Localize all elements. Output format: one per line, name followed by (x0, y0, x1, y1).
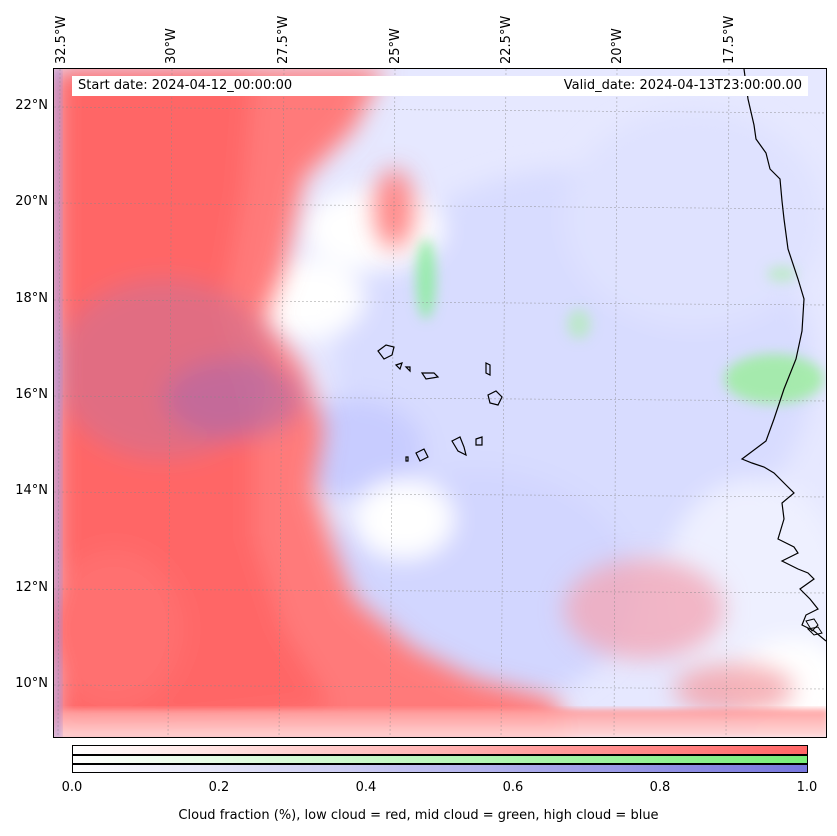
colorbar-tick: 0.8 (649, 780, 671, 795)
lon-label-25w: 25°W (388, 28, 403, 64)
lon-label-32-5w: 32.5°W (54, 15, 69, 64)
coastal-island (806, 626, 823, 636)
islands (377, 344, 503, 462)
colorbar-tick: 0.0 (61, 780, 83, 795)
lon-label-22-5w: 22.5°W (499, 15, 514, 64)
colorbar-mid-cloud (72, 755, 808, 764)
cloud-map (53, 68, 827, 738)
lon-label-30w: 30°W (164, 28, 179, 64)
mid-cloud-layer (416, 239, 824, 404)
colorbar-low-cloud (72, 745, 808, 755)
colorbar-label: Cloud fraction (%), low cloud = red, mid… (178, 808, 659, 823)
lon-label-20w: 20°W (610, 28, 625, 64)
lat-label-18n: 18°N (15, 291, 48, 306)
african-coastline (740, 69, 826, 642)
valid-date-label: Valid_date: 2024-04-13T23:00:00.00 (512, 76, 808, 96)
lat-label-10n: 10°N (15, 676, 48, 691)
start-date-label: Start date: 2024-04-12_00:00:00 (72, 76, 524, 96)
lat-label-16n: 16°N (15, 387, 48, 402)
lat-label-22n: 22°N (15, 98, 48, 113)
cloud-map-graphic (54, 69, 826, 737)
colorbar-tick: 1.0 (796, 780, 818, 795)
colorbar-high-cloud (72, 764, 808, 773)
colorbar-tick: 0.2 (208, 780, 230, 795)
colorbar-tick: 0.4 (355, 780, 377, 795)
gridlines (54, 69, 826, 737)
coastal-island (805, 618, 819, 632)
lon-label-17-5w: 17.5°W (722, 15, 737, 64)
colorbar-tick: 0.6 (502, 780, 524, 795)
lon-label-27-5w: 27.5°W (276, 15, 291, 64)
lat-label-20n: 20°N (15, 194, 48, 209)
lat-label-14n: 14°N (15, 483, 48, 498)
lat-label-12n: 12°N (15, 580, 48, 595)
low-cloud-layer (54, 69, 794, 737)
